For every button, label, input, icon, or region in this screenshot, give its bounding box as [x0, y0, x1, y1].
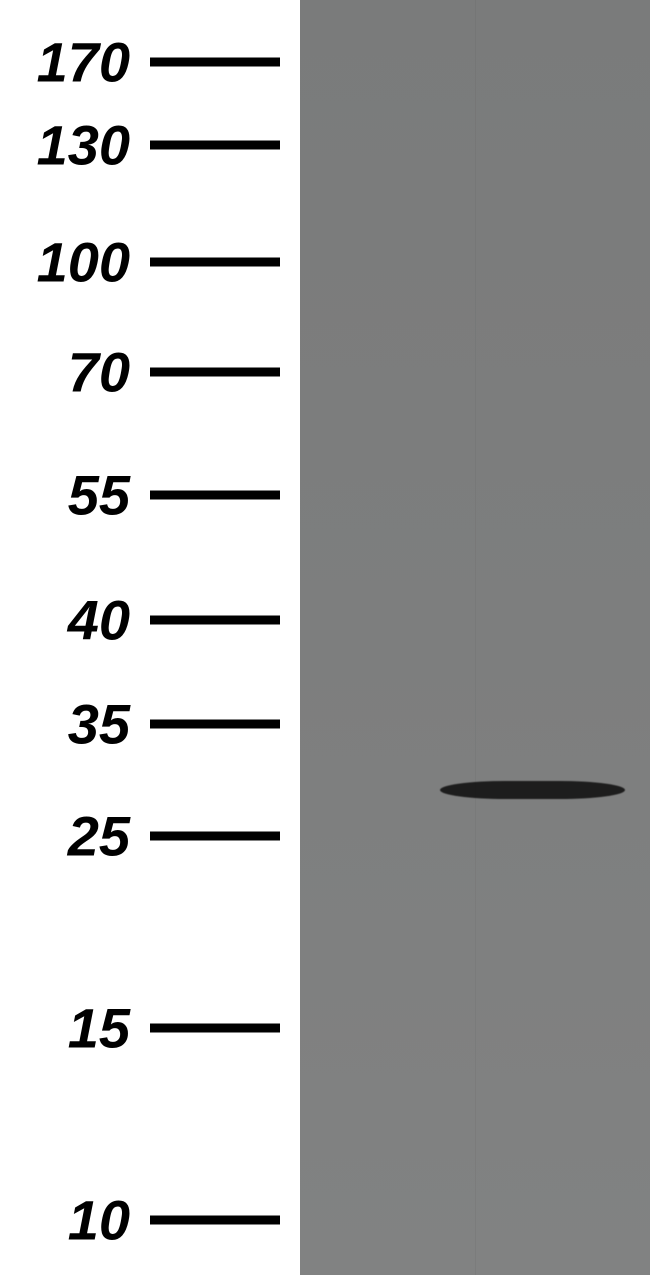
marker-label: 35	[68, 692, 130, 757]
marker-tick	[150, 720, 280, 729]
marker-tick	[150, 491, 280, 500]
marker-label: 15	[68, 996, 130, 1061]
marker-label: 40	[68, 588, 130, 653]
marker-label: 10	[68, 1188, 130, 1253]
marker-tick	[150, 141, 280, 150]
marker-label: 70	[68, 340, 130, 405]
marker-tick	[150, 616, 280, 625]
blot-membrane	[300, 0, 650, 1275]
marker-label: 130	[37, 113, 130, 178]
western-blot-figure: 170 130 100 70 55 40 35 25 15 10	[0, 0, 650, 1275]
marker-label: 100	[37, 230, 130, 295]
marker-tick	[150, 258, 280, 267]
marker-tick	[150, 368, 280, 377]
marker-label: 170	[37, 30, 130, 95]
marker-tick	[150, 1024, 280, 1033]
marker-tick	[150, 832, 280, 841]
marker-label: 55	[68, 463, 130, 528]
lane-divider	[475, 0, 476, 1275]
marker-label: 25	[68, 804, 130, 869]
marker-tick	[150, 58, 280, 67]
blot-band	[440, 781, 625, 799]
molecular-weight-ladder: 170 130 100 70 55 40 35 25 15 10	[0, 0, 300, 1275]
marker-tick	[150, 1216, 280, 1225]
